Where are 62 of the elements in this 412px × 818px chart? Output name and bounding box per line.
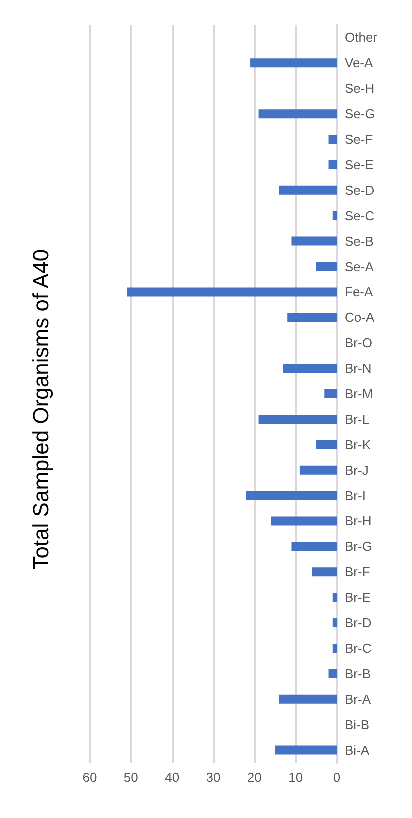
y-tick-label: Br-K bbox=[345, 437, 372, 452]
x-tick-label: 20 bbox=[247, 770, 262, 785]
y-tick-label: Co-A bbox=[345, 310, 375, 326]
y-tick-label: Br-D bbox=[345, 616, 372, 631]
bar bbox=[283, 364, 337, 374]
bar bbox=[279, 186, 337, 195]
bar bbox=[127, 288, 337, 297]
bar bbox=[279, 694, 337, 704]
y-tick-label: Se-B bbox=[345, 234, 374, 249]
y-tick-label: Br-L bbox=[345, 412, 370, 427]
bar bbox=[316, 262, 337, 272]
y-tick-label: Br-H bbox=[345, 514, 372, 529]
bar bbox=[328, 135, 337, 144]
bar bbox=[328, 160, 337, 170]
y-tick-label: Se-A bbox=[345, 259, 374, 274]
x-tick-label: 0 bbox=[333, 770, 341, 785]
y-tick-label: Br-O bbox=[345, 336, 372, 351]
y-tick-label: Br-C bbox=[345, 640, 372, 656]
bar bbox=[328, 669, 337, 678]
y-tick-label: Br-M bbox=[345, 386, 374, 402]
y-tick-label: Ve-A bbox=[345, 56, 374, 71]
bar bbox=[332, 618, 337, 628]
x-tick-label: 60 bbox=[82, 770, 98, 785]
y-tick-label: Br-E bbox=[345, 590, 372, 606]
x-tick-label: 30 bbox=[206, 770, 221, 785]
bar bbox=[300, 466, 337, 475]
bar bbox=[332, 644, 337, 653]
bar bbox=[312, 568, 337, 577]
y-tick-label: Br-N bbox=[345, 361, 372, 376]
y-tick-label: Br-G bbox=[345, 539, 372, 554]
y-tick-label: Br-I bbox=[345, 488, 366, 504]
y-tick-label: Br-J bbox=[345, 462, 369, 478]
bar bbox=[324, 390, 337, 398]
bar bbox=[292, 542, 337, 552]
bar bbox=[246, 491, 337, 500]
y-tick-label: Se-E bbox=[345, 157, 374, 172]
x-tick-label: 40 bbox=[165, 770, 180, 785]
bar bbox=[258, 110, 337, 119]
y-tick-label: Se-F bbox=[345, 132, 374, 148]
bar bbox=[292, 236, 337, 246]
y-tick-label: Br-B bbox=[345, 666, 371, 682]
bar bbox=[316, 440, 337, 450]
bar bbox=[271, 516, 337, 526]
x-tick-label: 10 bbox=[288, 770, 304, 785]
y-tick-label: Se-G bbox=[345, 106, 376, 122]
y-tick-label: Other bbox=[345, 30, 378, 46]
bar bbox=[250, 58, 337, 68]
y-tick-label: Br-F bbox=[345, 564, 370, 580]
y-tick-label: Bi-A bbox=[345, 742, 370, 758]
y-tick-label: Bi-B bbox=[345, 717, 370, 732]
x-tick-label: 50 bbox=[124, 770, 138, 785]
bar bbox=[288, 313, 337, 322]
bar bbox=[332, 593, 337, 602]
text: Total Sampled Organisms of A40 bbox=[28, 249, 54, 570]
bar bbox=[258, 414, 337, 424]
y-tick-label: Br-A bbox=[345, 692, 372, 707]
bar bbox=[332, 211, 337, 220]
y-tick-label: Se-D bbox=[345, 182, 375, 198]
y-tick-label: Se-H bbox=[345, 81, 375, 96]
y-tick-label: Se-C bbox=[345, 208, 375, 224]
bar bbox=[275, 746, 337, 755]
y-tick-label: Fe-A bbox=[345, 284, 374, 300]
